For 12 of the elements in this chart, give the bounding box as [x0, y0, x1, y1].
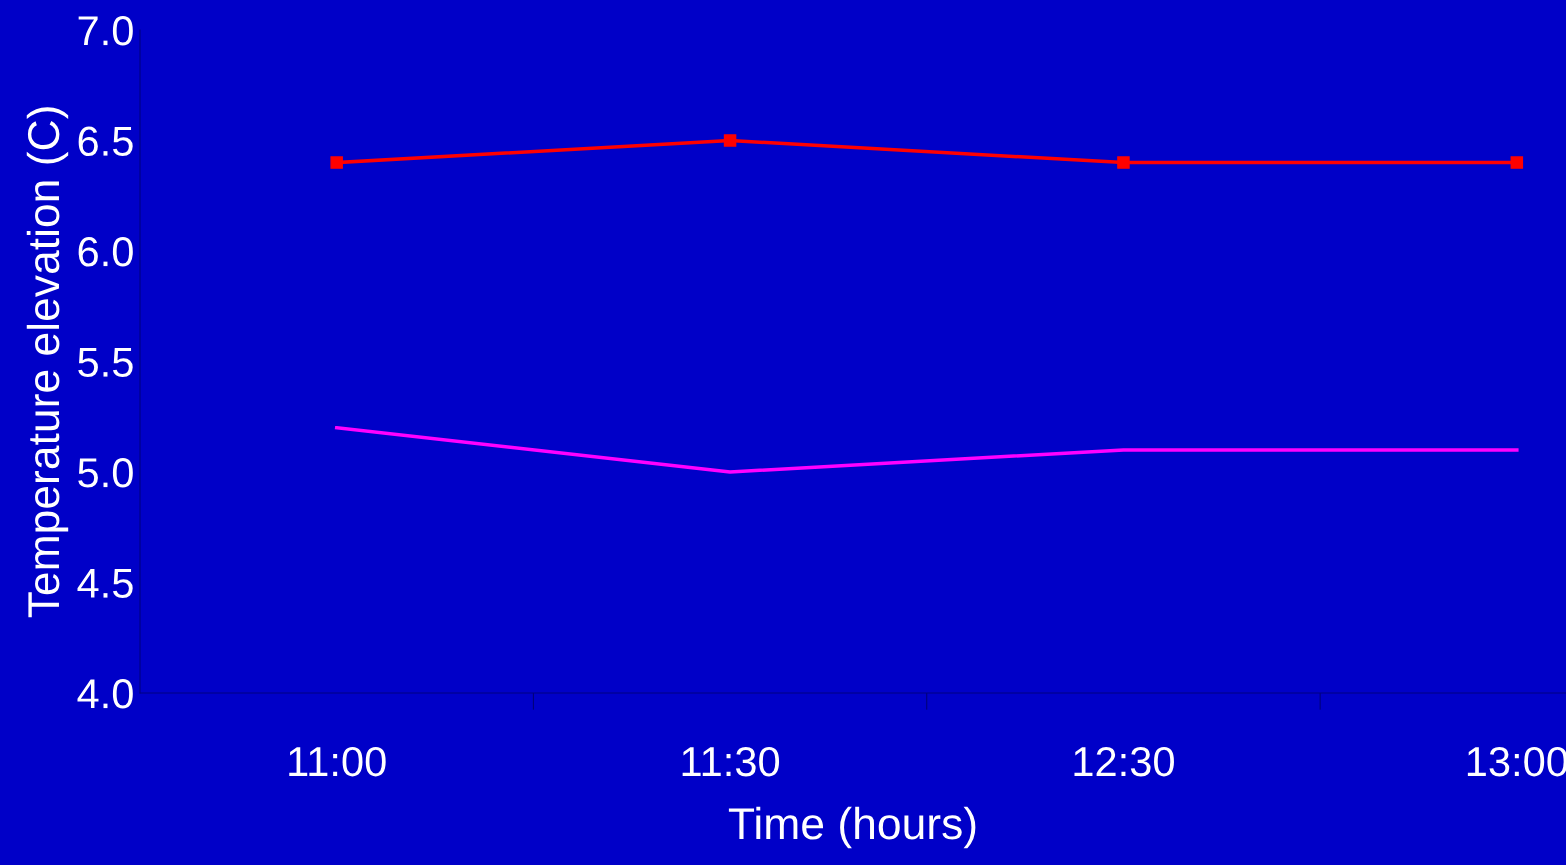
y-tick-label: 5.5: [78, 347, 133, 378]
x-axis-title: Time (hours): [728, 806, 976, 849]
y-tick-label: 6.0: [78, 237, 133, 267]
y-axis-title: Temperature elevation (C): [26, 107, 69, 618]
x-tick-label: 11:00: [289, 746, 386, 777]
y-tick-label: 4.0: [77, 679, 133, 709]
y-tick-label: 7.0: [78, 16, 133, 46]
x-tick-label: 11:30: [682, 746, 780, 777]
y-tick-label: 5.0: [78, 458, 133, 488]
y-tick-label: 6.5: [78, 126, 133, 157]
x-tick-label: 12:30: [1074, 746, 1174, 777]
y-tick-label: 4.5: [77, 568, 133, 599]
